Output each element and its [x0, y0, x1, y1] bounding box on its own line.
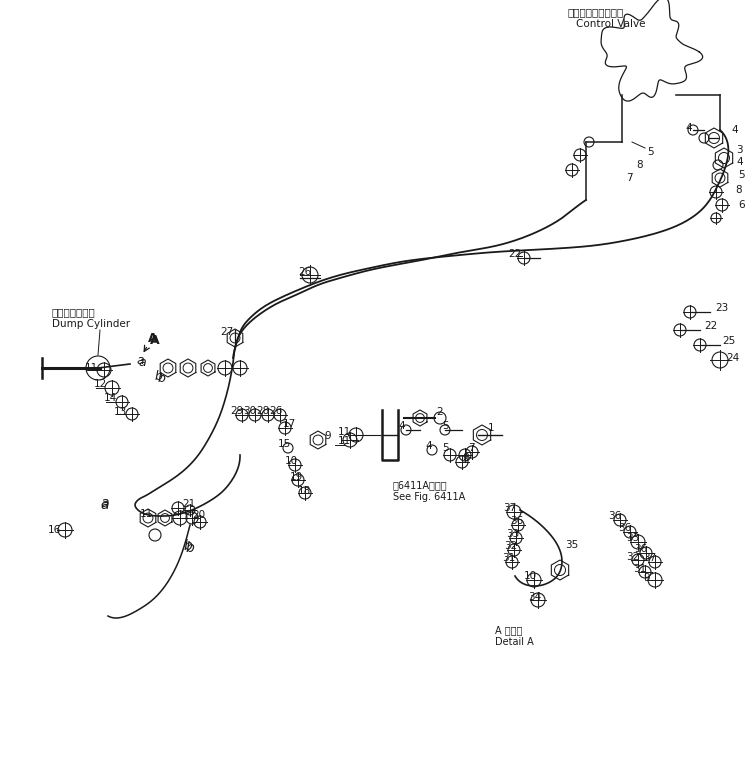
- Text: 18: 18: [298, 486, 311, 496]
- Text: 6: 6: [738, 200, 744, 210]
- Text: 32: 32: [626, 552, 639, 562]
- Text: 24: 24: [726, 353, 739, 363]
- Text: 2: 2: [436, 407, 443, 417]
- Text: 33: 33: [506, 529, 519, 539]
- Text: A 拡大図: A 拡大図: [495, 625, 523, 635]
- Text: コントロールバルブ: コントロールバルブ: [567, 7, 623, 17]
- Text: 1: 1: [488, 423, 495, 433]
- Text: 7: 7: [468, 443, 475, 453]
- Text: 4: 4: [736, 157, 743, 167]
- Text: 10: 10: [524, 571, 537, 581]
- Text: 28: 28: [256, 406, 269, 416]
- Text: 5: 5: [442, 443, 449, 453]
- Text: 3: 3: [736, 145, 743, 155]
- Text: 20: 20: [192, 510, 205, 520]
- Text: 27: 27: [220, 327, 233, 337]
- Text: 36: 36: [618, 523, 631, 533]
- Text: a: a: [138, 356, 146, 368]
- Text: 12: 12: [94, 379, 108, 389]
- Text: 13: 13: [114, 407, 127, 417]
- Text: a: a: [100, 498, 108, 512]
- Text: 14: 14: [104, 393, 117, 403]
- Text: 33: 33: [626, 533, 639, 543]
- Text: Dump Cylinder: Dump Cylinder: [52, 319, 130, 329]
- Text: 4: 4: [398, 421, 405, 431]
- Text: 21: 21: [182, 499, 196, 509]
- Text: 4: 4: [731, 125, 738, 135]
- Text: 26: 26: [298, 267, 311, 277]
- Text: b: b: [185, 541, 194, 555]
- Text: a: a: [100, 496, 108, 510]
- Text: A: A: [148, 332, 158, 345]
- Text: 19: 19: [290, 472, 303, 482]
- Text: 35: 35: [565, 540, 578, 550]
- Text: b: b: [183, 539, 192, 553]
- Text: 32: 32: [504, 541, 517, 551]
- Text: 11: 11: [338, 436, 351, 446]
- Text: A: A: [150, 333, 159, 346]
- Text: 11: 11: [85, 363, 99, 373]
- Text: 10: 10: [285, 456, 298, 466]
- Text: 36: 36: [608, 511, 621, 521]
- Text: 22: 22: [508, 249, 521, 259]
- Text: 4: 4: [685, 123, 692, 133]
- Text: 30: 30: [243, 406, 256, 416]
- Text: 29: 29: [230, 406, 243, 416]
- Text: 8: 8: [636, 160, 643, 170]
- Text: 7: 7: [626, 173, 632, 183]
- Text: b: b: [155, 370, 163, 383]
- Text: 11: 11: [140, 509, 153, 519]
- Text: 5: 5: [647, 147, 653, 157]
- Text: 34: 34: [528, 592, 541, 602]
- Text: ダンプシリンダ: ダンプシリンダ: [52, 307, 96, 317]
- Text: Detail A: Detail A: [495, 637, 534, 647]
- Text: 図6411A図参照: 図6411A図参照: [393, 480, 447, 490]
- Text: 16: 16: [48, 525, 61, 535]
- Text: 25: 25: [722, 336, 735, 346]
- Text: 36: 36: [634, 544, 647, 554]
- Text: 8: 8: [462, 453, 468, 463]
- Text: a: a: [136, 353, 144, 367]
- Text: Control Valve: Control Valve: [576, 19, 645, 29]
- Text: 31: 31: [502, 553, 515, 563]
- Text: 4: 4: [425, 441, 432, 451]
- Text: 5: 5: [738, 170, 744, 180]
- Text: 15: 15: [278, 439, 291, 449]
- Text: 23: 23: [715, 303, 728, 313]
- Text: 22: 22: [704, 321, 717, 331]
- Text: b: b: [158, 371, 166, 384]
- Text: See Fig. 6411A: See Fig. 6411A: [393, 492, 465, 502]
- Text: 8: 8: [735, 185, 741, 195]
- Text: 9: 9: [643, 573, 650, 583]
- Text: 36: 36: [510, 516, 523, 526]
- Text: 31: 31: [633, 564, 646, 574]
- Text: 11: 11: [338, 427, 351, 437]
- Text: 5: 5: [442, 421, 449, 431]
- Text: 37: 37: [643, 553, 656, 563]
- Text: 26: 26: [269, 406, 282, 416]
- Text: 17: 17: [283, 419, 296, 429]
- Text: 9: 9: [324, 431, 331, 441]
- Text: 37: 37: [503, 503, 517, 513]
